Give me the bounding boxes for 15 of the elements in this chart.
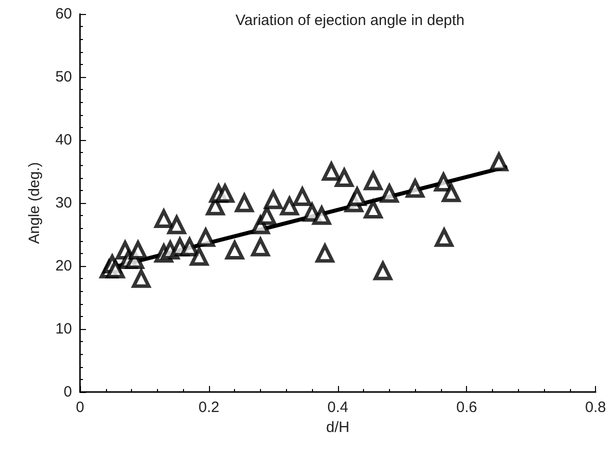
y-tick-label: 30: [55, 194, 72, 212]
chart-title: Variation of ejection angle in depth: [235, 12, 465, 29]
x-tick-label: 0: [76, 399, 84, 416]
x-tick-label: 0.4: [327, 399, 348, 416]
y-tick-label: 0: [64, 384, 72, 400]
y-axis-title: Angle (deg.): [26, 162, 43, 244]
x-tick-label: 0.2: [198, 399, 220, 416]
y-tick-label: 40: [55, 132, 72, 148]
y-tick-label: 20: [55, 258, 72, 274]
x-tick-label: 0.6: [456, 399, 478, 416]
y-tick-label: 10: [55, 320, 72, 338]
x-tick-label: 0.8: [585, 399, 606, 416]
y-tick-label: 50: [55, 68, 72, 86]
x-axis-title: d/H: [326, 418, 350, 436]
y-tick-label: 60: [55, 6, 72, 22]
